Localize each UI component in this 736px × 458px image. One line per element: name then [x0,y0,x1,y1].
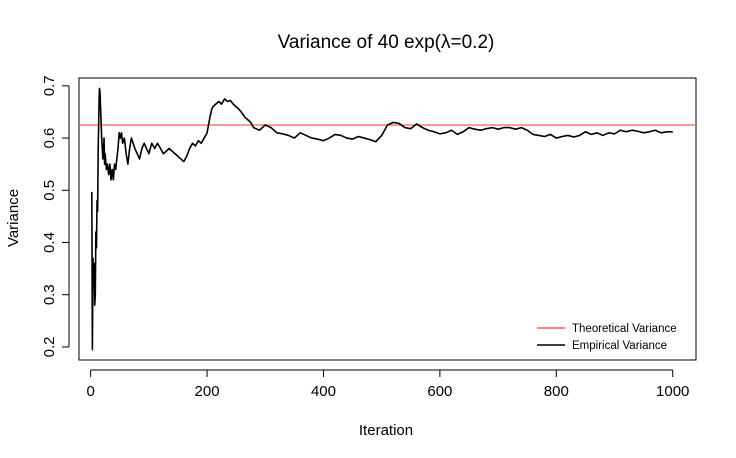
chart-title: Variance of 40 exp(λ=0.2) [278,32,495,53]
legend-label-empirical: Empirical Variance [572,340,667,352]
x-tick-label: 800 [544,383,569,400]
x-axis-label: Iteration [359,422,413,439]
y-tick-label: 0.7 [41,75,58,96]
plot-frame [78,77,697,361]
legend-label-theoretical: Theoretical Variance [572,323,677,335]
legend: Theoretical Variance Empirical Variance [537,323,677,352]
y-axis-label: Variance [5,189,22,247]
x-tick-label: 600 [427,383,452,400]
y-tick-label: 0.2 [41,337,58,358]
y-tick-label: 0.5 [41,180,58,201]
empirical-variance-line [91,87,673,351]
x-tick-label: 0 [86,383,94,400]
plot-layer [79,87,696,351]
y-tick-label: 0.4 [41,232,58,253]
y-tick-label: 0.3 [41,284,58,305]
x-tick-label: 400 [311,383,336,400]
axis-layer: 0 200 400 600 800 1000 0.2 0.3 0.4 0.5 0.6 0.7 [41,75,689,400]
x-tick-label: 200 [195,383,220,400]
y-tick-label: 0.6 [41,128,58,149]
x-tick-label: 1000 [656,383,689,400]
